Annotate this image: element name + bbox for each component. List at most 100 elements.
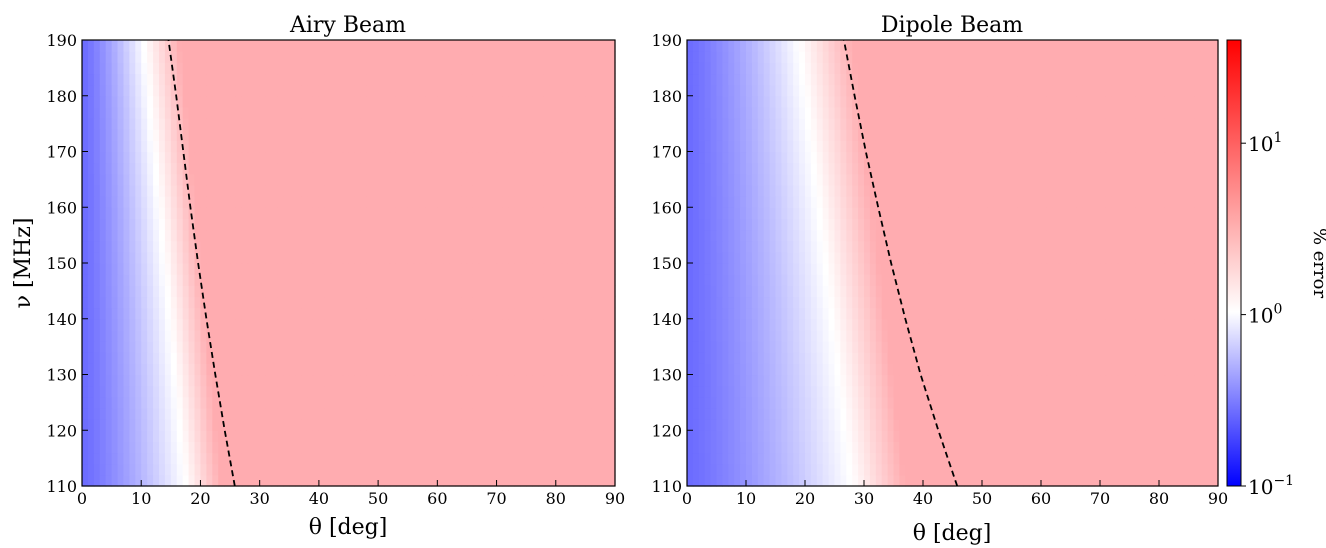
heatmap-cell — [603, 318, 610, 331]
heatmap-cell — [579, 407, 586, 420]
heatmap-cell — [425, 62, 433, 75]
heatmap-cell — [366, 196, 373, 208]
heatmap-cell — [740, 474, 747, 487]
heatmap-cell — [105, 385, 113, 398]
heatmap-cell — [1200, 441, 1207, 454]
heatmap-cell — [520, 352, 527, 364]
heatmap-cell — [431, 118, 438, 130]
heatmap-cell — [200, 407, 207, 420]
heatmap-cell — [799, 396, 806, 409]
heatmap-cell — [117, 106, 125, 119]
heatmap-cell — [816, 396, 824, 409]
heatmap-cell — [561, 285, 569, 298]
heatmap-cell — [158, 184, 166, 197]
heatmap-cell — [271, 385, 279, 398]
heatmap-cell — [840, 352, 847, 364]
heatmap-cell — [810, 329, 818, 342]
heatmap-cell — [1029, 329, 1036, 342]
heatmap-cell — [1188, 374, 1195, 387]
heatmap-cell — [153, 162, 160, 175]
heatmap-cell — [573, 240, 581, 253]
heatmap-cell — [1200, 430, 1207, 442]
heatmap-cell — [307, 441, 314, 454]
heatmap-cell — [336, 140, 344, 153]
heatmap-cell — [502, 318, 509, 331]
heatmap-cell — [1088, 352, 1095, 364]
heatmap-cell — [212, 419, 219, 431]
heatmap-cell — [567, 207, 575, 219]
heatmap-cell — [301, 240, 308, 253]
heatmap-cell — [573, 474, 581, 487]
heatmap-cell — [307, 263, 314, 275]
heatmap-cell — [561, 463, 569, 476]
heatmap-cell — [224, 229, 231, 242]
heatmap-cell — [212, 407, 219, 420]
heatmap-cell — [247, 129, 255, 141]
heatmap-cell — [425, 129, 433, 141]
heatmap-cell — [561, 106, 569, 119]
heatmap-cell — [514, 118, 521, 130]
heatmap-cell — [372, 441, 379, 454]
heatmap-cell — [188, 207, 196, 219]
heatmap-cell — [1188, 407, 1195, 420]
heatmap-cell — [259, 329, 267, 342]
heatmap-cell — [502, 73, 509, 86]
heatmap-cell — [271, 274, 279, 286]
heatmap-cell — [734, 452, 741, 465]
heatmap-cell — [538, 118, 545, 130]
heatmap-cell — [496, 140, 504, 153]
heatmap-cell — [964, 352, 971, 364]
heatmap-cell — [567, 463, 575, 476]
heatmap-cell — [603, 84, 610, 97]
heatmap-cell — [555, 218, 563, 231]
heatmap-cell — [579, 118, 586, 130]
heatmap-cell — [1147, 441, 1154, 454]
heatmap-cell — [1052, 363, 1060, 376]
heatmap-cell — [247, 240, 255, 253]
heatmap-cell — [911, 419, 918, 431]
heatmap-cell — [389, 307, 397, 320]
heatmap-cell — [1041, 419, 1048, 431]
heatmap-cell — [164, 329, 172, 342]
heatmap-cell — [99, 95, 107, 108]
heatmap-cell — [543, 184, 551, 197]
heatmap-cell — [579, 229, 586, 242]
heatmap-cell — [277, 151, 284, 164]
heatmap-cell — [158, 374, 166, 387]
heatmap-cell — [585, 318, 592, 331]
heatmap-cell — [502, 474, 509, 487]
heatmap-cell — [775, 441, 782, 454]
heatmap-cell — [597, 62, 604, 75]
heatmap-cell — [354, 285, 361, 298]
heatmap-cell — [182, 184, 190, 197]
heatmap-cell — [372, 51, 379, 63]
heatmap-cell — [455, 274, 462, 286]
heatmap-cell — [395, 129, 403, 141]
heatmap-cell — [431, 196, 438, 208]
heatmap-cell — [147, 118, 154, 130]
heatmap-cell — [253, 95, 261, 108]
heatmap-cell — [822, 463, 830, 476]
heatmap-cell — [372, 296, 379, 309]
heatmap-cell — [230, 173, 237, 186]
heatmap-cell — [194, 229, 202, 242]
heatmap-cell — [514, 40, 521, 52]
heatmap-cell — [241, 363, 249, 376]
heatmap-cell — [401, 173, 409, 186]
heatmap-cell — [182, 229, 190, 242]
heatmap-cell — [716, 341, 723, 353]
heatmap-cell — [472, 419, 480, 431]
heatmap-cell — [200, 62, 207, 75]
heatmap-cell — [413, 430, 421, 442]
heatmap-cell — [1035, 318, 1042, 331]
heatmap-cell — [176, 452, 184, 465]
heatmap-cell — [247, 441, 255, 454]
heatmap-cell — [976, 341, 983, 353]
heatmap-cell — [307, 196, 314, 208]
heatmap-cell — [508, 463, 515, 476]
heatmap-cell — [763, 318, 771, 331]
heatmap-cell — [425, 84, 433, 97]
heatmap-cell — [384, 385, 391, 398]
heatmap-cell — [793, 430, 800, 442]
heatmap-cell — [1029, 407, 1036, 420]
